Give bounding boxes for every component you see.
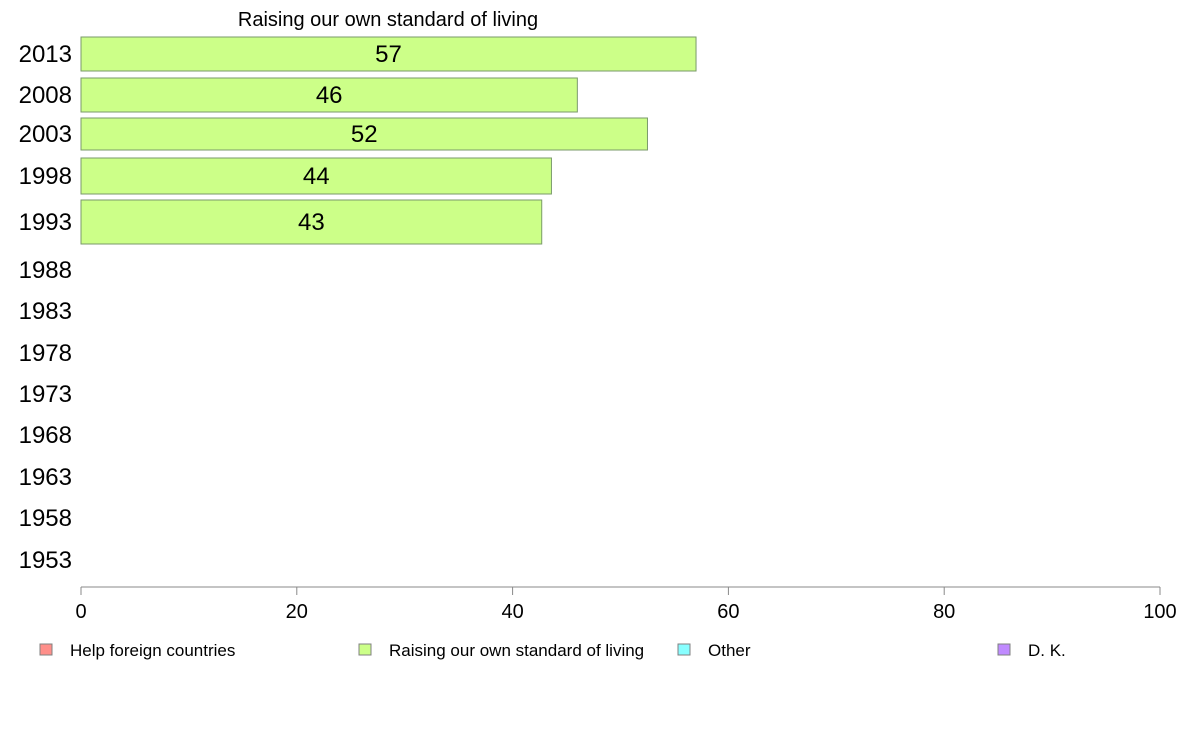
y-tick-label: 2003	[19, 121, 72, 148]
bars	[80, 36, 697, 245]
legend: Help foreign countries Raising our own st…	[39, 641, 1066, 660]
y-tick-label: 1983	[19, 298, 72, 325]
x-tick-label: 20	[286, 601, 308, 623]
bar-value-label: 44	[303, 163, 330, 190]
bar	[80, 157, 552, 195]
y-tick-label: 1988	[19, 257, 72, 284]
y-tick-label: 1998	[19, 163, 72, 190]
legend-label: Raising our own standard of living	[389, 641, 644, 660]
bar-value-label: 46	[316, 82, 343, 109]
x-tick-label: 80	[933, 601, 955, 623]
x-tick-label: 40	[501, 601, 523, 623]
legend-swatch	[39, 643, 53, 656]
y-tick-label: 2008	[19, 82, 72, 109]
legend-label: D. K.	[1028, 641, 1066, 660]
bar-value-label: 43	[298, 209, 325, 236]
x-tick-label: 0	[75, 601, 86, 623]
y-tick-label: 1973	[19, 381, 72, 408]
y-tick-label: 1958	[19, 505, 72, 532]
y-tick-label: 1963	[19, 464, 72, 491]
legend-swatch	[358, 643, 372, 656]
x-tick-label: 100	[1143, 601, 1176, 623]
bar-value-label: 57	[375, 41, 402, 68]
y-tick-label: 2013	[19, 41, 72, 68]
legend-swatch	[677, 643, 691, 656]
legend-swatch	[997, 643, 1011, 656]
y-tick-label: 1978	[19, 340, 72, 367]
chart-title: Raising our own standard of living	[238, 9, 538, 31]
y-axis-labels: 2013 2008 2003 1998 1993 1988 1983 1978 1973 1968…	[19, 41, 72, 574]
bar-value-labels: 57 46 52 44 43	[298, 41, 402, 236]
y-tick-label: 1953	[19, 547, 72, 574]
legend-label: Help foreign countries	[70, 641, 235, 660]
y-tick-label: 1968	[19, 422, 72, 449]
x-axis: 0 20 40 60 80 100	[75, 586, 1177, 623]
y-tick-label: 1993	[19, 209, 72, 236]
bar-value-label: 52	[351, 121, 378, 148]
bar	[80, 199, 543, 245]
bar	[80, 117, 648, 151]
bar	[80, 36, 697, 72]
legend-label: Other	[708, 641, 751, 660]
bar	[80, 77, 578, 113]
x-tick-label: 60	[717, 601, 739, 623]
